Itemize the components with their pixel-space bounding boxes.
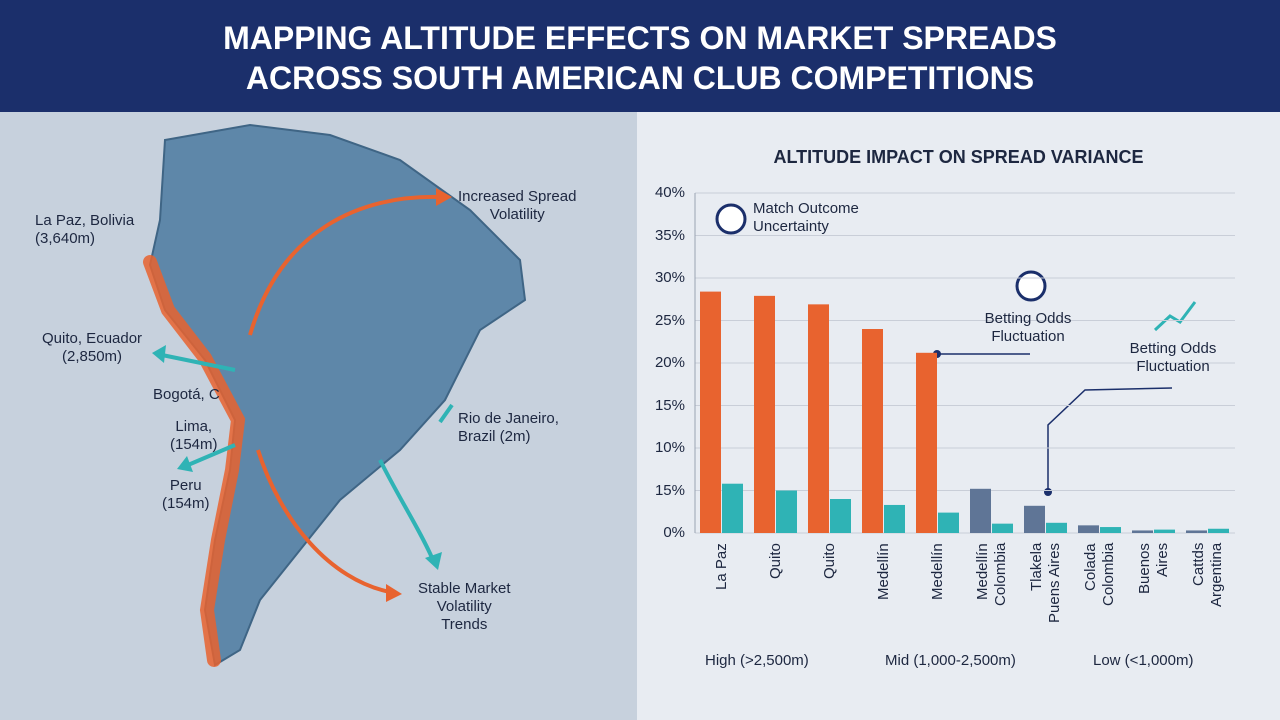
leader-line: [1047, 387, 1173, 493]
y-tick-label: 20%: [654, 354, 685, 371]
y-tick-label: 25%: [654, 311, 685, 329]
map-label: Peru (154m): [162, 477, 210, 512]
x-tick-label: Quito: [767, 543, 784, 579]
annotation: Betting Odds Fluctuation: [984, 310, 1072, 345]
arrow-head: [436, 188, 452, 206]
bar: [992, 523, 1013, 533]
bar: [916, 352, 937, 533]
header-bar: [0, 0, 1280, 112]
group-label: High (>2,500m): [705, 652, 809, 669]
bar: [1186, 530, 1207, 533]
arrow: [438, 403, 454, 424]
map-label: Stable Market Volatility Trends: [418, 580, 511, 633]
page-title: MAPPING ALTITUDE EFFECTS ON MARKET SPREA…: [223, 20, 1057, 96]
y-tick-label: 0%: [663, 524, 685, 541]
bar: [1078, 525, 1099, 533]
map-label: Lima, (154m): [170, 418, 218, 453]
map-label: Bogotá, C: [153, 386, 220, 403]
bar: [970, 488, 991, 533]
arrow-head: [386, 584, 402, 602]
group-label: Low (<1,000m): [1093, 652, 1194, 669]
bar: [938, 512, 959, 533]
x-tick-label: Medellín: [929, 543, 946, 600]
bar: [754, 295, 775, 533]
arrow-head: [177, 456, 193, 472]
chart-title: ALTITUDE IMPACT ON SPREAD VARIANCE: [773, 147, 1144, 167]
bar: [862, 329, 883, 533]
group-label: Mid (1,000-2,500m): [885, 652, 1016, 669]
ball-icon: [715, 203, 747, 235]
bar: [722, 483, 743, 533]
arrow: [187, 443, 236, 467]
map-label: Rio de Janeiro, Brazil (2m): [458, 410, 559, 445]
y-tick-label: 15%: [654, 481, 685, 499]
x-tick-label: Colada Colombia: [1082, 543, 1117, 607]
y-tick-label: 35%: [654, 226, 685, 244]
bar: [830, 499, 851, 533]
bar: [700, 291, 721, 533]
x-tick-label: Medellín Colombia: [974, 543, 1009, 607]
arrow: [248, 194, 441, 336]
x-tick-label: Quito: [821, 543, 838, 579]
bar: [776, 490, 797, 533]
bar: [1154, 529, 1175, 533]
x-tick-label: Cattds Argentina: [1190, 543, 1225, 608]
bar: [1208, 528, 1229, 533]
bar: [1046, 522, 1067, 533]
annotation: Match Outcome Uncertainty: [753, 200, 859, 235]
arrow-head: [425, 552, 442, 570]
dot: [1044, 488, 1052, 496]
x-tick-label: Tlakela Puens Aires: [1028, 543, 1063, 624]
bar: [1100, 527, 1121, 533]
bar: [884, 504, 905, 533]
trend-icon: [1153, 301, 1197, 332]
y-tick-label: 10%: [654, 439, 685, 456]
map-label: La Paz, Bolivia (3,640m): [35, 212, 135, 247]
map-label: Quito, Ecuador (2,850m): [42, 330, 143, 365]
arrow-head: [152, 345, 166, 363]
bar: [1024, 505, 1045, 533]
y-tick-label: 15%: [654, 396, 685, 414]
map-label: Increased Spread Volatility: [458, 188, 577, 223]
x-tick-label: Buenos Aires: [1136, 543, 1171, 594]
x-tick-label: Medellín: [875, 543, 892, 600]
arrow: [161, 353, 236, 372]
y-tick-label: 30%: [654, 269, 685, 286]
arrow: [378, 459, 435, 561]
y-tick-label: 40%: [654, 184, 685, 201]
annotation: Betting Odds Fluctuation: [1129, 340, 1217, 375]
x-tick-label: La Paz: [713, 543, 730, 590]
arrow: [256, 449, 391, 594]
bar: [808, 304, 829, 533]
bar: [1132, 530, 1153, 533]
ball-icon: [1015, 270, 1047, 302]
